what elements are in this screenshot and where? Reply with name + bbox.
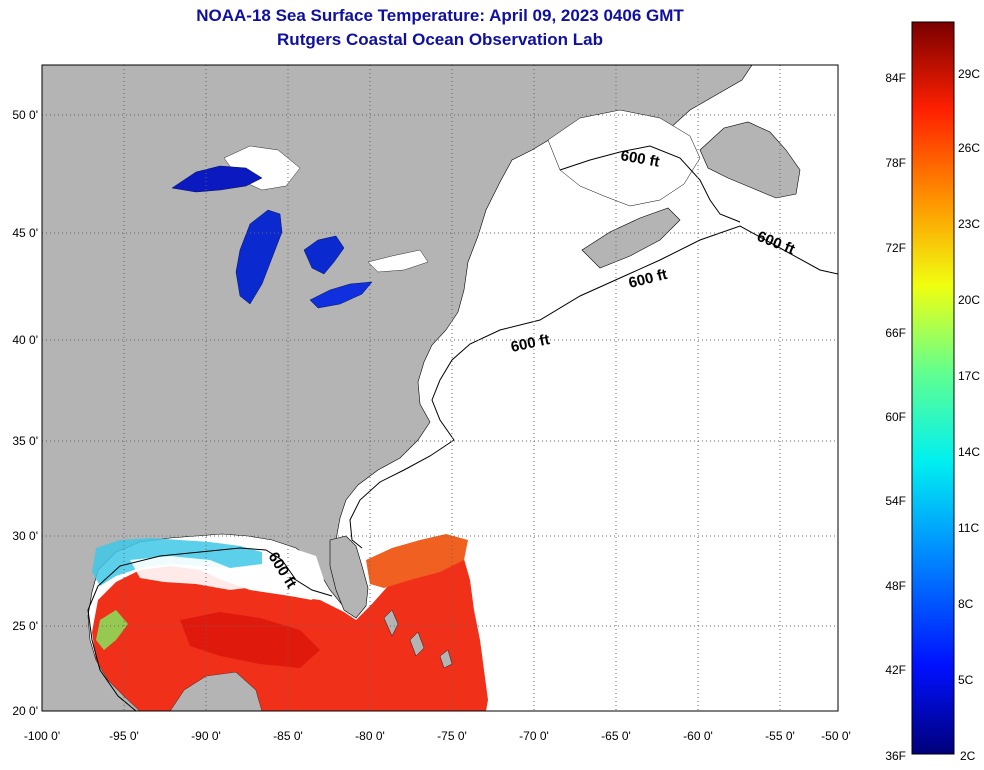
gulf-white-region — [262, 548, 324, 600]
colorbar-c-label: 8C — [958, 597, 974, 611]
map-title: NOAA-18 Sea Surface Temperature: April 0… — [196, 6, 684, 25]
contour-600ft-gulf — [87, 547, 333, 711]
map-subtitle: Rutgers Coastal Ocean Observation Lab — [277, 30, 603, 49]
colorbar-f-label: 66F — [885, 326, 906, 340]
lake-superior-sst — [171, 165, 263, 193]
map-frame — [41, 64, 839, 712]
lon-label: -50 0' — [821, 729, 851, 743]
colorbar-c-label: 14C — [958, 445, 980, 459]
lon-label: -60 0' — [683, 729, 713, 743]
lon-label: -100 0' — [24, 729, 60, 743]
colorbar — [911, 21, 955, 755]
lon-label: -85 0' — [273, 729, 303, 743]
lat-label: 20 0' — [12, 704, 38, 718]
colorbar-f-label: 84F — [885, 71, 906, 85]
lat-label: 25 0' — [12, 619, 38, 633]
lon-label: -70 0' — [519, 729, 549, 743]
land-bahamas — [383, 609, 453, 669]
colorbar-f-label: 54F — [885, 494, 906, 508]
lake-erie-ontario-ice — [367, 249, 429, 273]
longitude-axis: -100 0' -95 0' -90 0' -85 0' -80 0' -75 … — [24, 729, 851, 743]
graticule — [42, 65, 838, 711]
colorbar-c-label: 20C — [958, 293, 980, 307]
colorbar-f-label: 72F — [885, 241, 906, 255]
contour-600ft-southeast — [349, 439, 455, 549]
colorbar-fahrenheit-labels: 84F 78F 72F 66F 60F 54F 48F 42F 36F — [885, 71, 906, 763]
lon-label: -80 0' — [355, 729, 385, 743]
colorbar-c-label: 17C — [958, 369, 980, 383]
colorbar-c-label: 2C — [960, 749, 976, 763]
colorbar-celsius-labels: 29C 26C 23C 20C 17C 14C 11C 8C 5C 2C — [958, 67, 980, 763]
lake-huron-sst — [303, 235, 345, 275]
contour-600ft-atlantic — [431, 225, 838, 441]
colorbar-f-label: 48F — [885, 579, 906, 593]
lon-label: -65 0' — [601, 729, 631, 743]
gulf-green-patches — [96, 610, 128, 650]
gulf-clouds — [130, 556, 262, 590]
colorbar-c-label: 5C — [958, 673, 974, 687]
contour-label-1: 600 ft — [619, 147, 661, 171]
latitude-axis: 50 0' 45 0' 40 0' 35 0' 30 0' 25 0' 20 0… — [12, 108, 38, 718]
lon-label: -90 0' — [191, 729, 221, 743]
lat-label: 30 0' — [12, 529, 38, 543]
colorbar-c-label: 26C — [958, 141, 980, 155]
colorbar-c-label: 23C — [958, 217, 980, 231]
lat-label: 40 0' — [12, 333, 38, 347]
colorbar-f-label: 60F — [885, 410, 906, 424]
lon-label: -95 0' — [109, 729, 139, 743]
lat-label: 35 0' — [12, 434, 38, 448]
lake-erie-sst — [309, 281, 373, 309]
colorbar-c-label: 29C — [958, 67, 980, 81]
land-florida — [329, 535, 369, 619]
land-nova-scotia — [581, 207, 681, 269]
gulf-st-lawrence — [547, 109, 701, 207]
lon-label: -75 0' — [437, 729, 467, 743]
contour-600ft-gulf-of-maine — [559, 145, 741, 223]
colorbar-f-label: 78F — [885, 156, 906, 170]
florida-coastal-sst — [366, 534, 468, 588]
colorbar-c-label: 11C — [958, 521, 979, 535]
lat-label: 50 0' — [12, 108, 38, 122]
lat-label: 45 0' — [12, 226, 38, 240]
land-newfoundland — [699, 121, 801, 199]
lon-label: -55 0' — [765, 729, 795, 743]
colorbar-f-label: 42F — [885, 663, 906, 677]
colorbar-f-label: 36F — [885, 749, 906, 763]
